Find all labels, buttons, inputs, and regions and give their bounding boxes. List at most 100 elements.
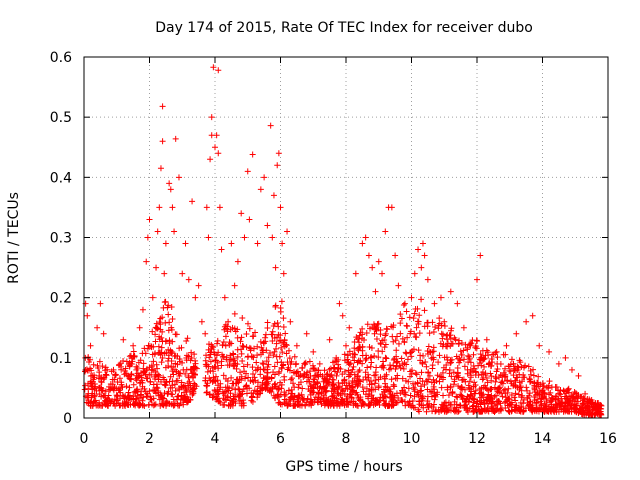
data-point (397, 330, 404, 337)
data-point (520, 364, 527, 371)
data-point (231, 282, 238, 289)
data-point (352, 400, 359, 407)
data-point (335, 384, 342, 391)
data-point (491, 408, 498, 415)
data-point (515, 364, 522, 371)
data-point (259, 360, 266, 367)
data-point (448, 373, 455, 380)
data-point (213, 132, 220, 139)
data-point (442, 366, 449, 373)
data-point (321, 367, 328, 374)
data-point (271, 363, 278, 370)
data-point (372, 288, 379, 295)
data-point (102, 388, 109, 395)
data-point (568, 366, 575, 373)
data-point (388, 393, 395, 400)
data-point (192, 364, 199, 371)
data-point (391, 355, 398, 362)
data-point (198, 318, 205, 325)
data-point (271, 348, 278, 355)
data-point (467, 369, 474, 376)
data-point (453, 401, 460, 408)
data-point (114, 378, 121, 385)
data-point (343, 382, 350, 389)
data-point (345, 373, 352, 380)
data-point (191, 380, 198, 387)
data-point (345, 359, 352, 366)
data-point (392, 252, 399, 259)
data-point (388, 402, 395, 409)
data-point (376, 401, 383, 408)
data-point (127, 352, 134, 359)
data-point (359, 343, 366, 350)
data-point (114, 392, 121, 399)
data-point (375, 376, 382, 383)
data-point (408, 402, 415, 409)
data-point (144, 375, 151, 382)
data-point (374, 397, 381, 404)
data-point (148, 363, 155, 370)
data-point (219, 353, 226, 360)
data-point (235, 394, 242, 401)
data-point (520, 372, 527, 379)
data-point (382, 354, 389, 361)
data-point (424, 276, 431, 283)
data-point (150, 358, 157, 365)
data-point (378, 364, 385, 371)
data-point (179, 359, 186, 366)
data-point (380, 358, 387, 365)
data-point (463, 407, 470, 414)
data-point (474, 276, 480, 283)
data-point (230, 393, 237, 400)
data-point (102, 367, 109, 374)
data-point (270, 192, 277, 199)
data-point (476, 356, 483, 363)
data-point (234, 258, 241, 265)
data-point (472, 406, 479, 413)
data-point (204, 368, 211, 375)
data-point (292, 402, 299, 409)
data-point (501, 399, 508, 406)
data-point (424, 378, 431, 385)
data-point (107, 385, 114, 392)
data-point (166, 180, 173, 187)
data-point (268, 331, 275, 338)
data-point (220, 401, 227, 408)
data-point (479, 392, 486, 399)
data-point (501, 373, 508, 380)
data-point (418, 264, 425, 271)
data-point (362, 373, 369, 380)
data-point (356, 378, 363, 385)
data-point (190, 386, 197, 393)
data-point (273, 345, 280, 352)
data-point (517, 407, 524, 414)
data-point (221, 323, 228, 330)
data-point (401, 384, 408, 391)
data-point (147, 396, 154, 403)
data-point (420, 404, 427, 411)
data-point (159, 395, 166, 402)
data-point (568, 402, 575, 409)
data-point (483, 375, 490, 382)
data-point (87, 373, 94, 380)
data-point (228, 240, 235, 247)
data-point (264, 222, 271, 229)
data-point (466, 378, 473, 385)
data-point (147, 378, 154, 385)
data-point (287, 360, 294, 367)
data-point (483, 407, 490, 414)
data-point (411, 310, 418, 317)
data-point (264, 373, 271, 380)
data-point (153, 264, 160, 271)
data-point (580, 400, 587, 407)
data-point (461, 363, 468, 370)
data-point (132, 375, 139, 382)
data-point (191, 351, 198, 358)
data-point (285, 387, 292, 394)
data-point (511, 367, 518, 374)
data-point (439, 335, 446, 342)
data-point (240, 397, 247, 404)
data-point (223, 354, 230, 361)
data-point (160, 401, 167, 408)
data-point (425, 404, 431, 411)
